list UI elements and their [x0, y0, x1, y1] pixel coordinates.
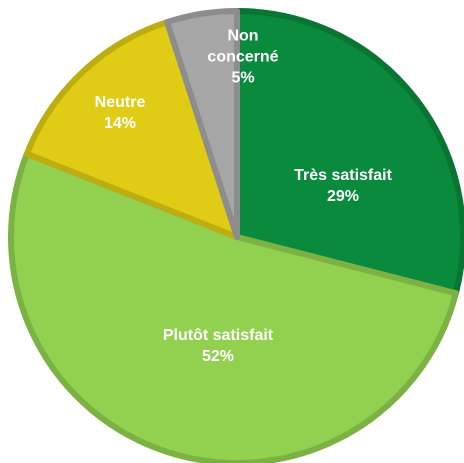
- category-label: Plutôt satisfait: [162, 327, 274, 344]
- slice-label: Neutre 14%: [75, 92, 165, 134]
- value-label: 14%: [103, 115, 137, 132]
- value-label: 5%: [231, 69, 255, 87]
- slice-label: Très satisfait 29%: [268, 165, 418, 207]
- category-label: Très satisfait: [294, 167, 392, 184]
- category-label: Non concerné: [207, 27, 279, 66]
- slice-label: Plutôt satisfait 52%: [138, 325, 298, 367]
- category-label: Neutre: [94, 94, 146, 111]
- value-label: 52%: [201, 348, 235, 365]
- pie-slice: [8, 150, 459, 463]
- pie-slice: [234, 8, 464, 297]
- slice-label: Non concerné 5%: [198, 26, 288, 89]
- pie-slice: [164, 8, 240, 240]
- value-label: 29%: [326, 188, 360, 205]
